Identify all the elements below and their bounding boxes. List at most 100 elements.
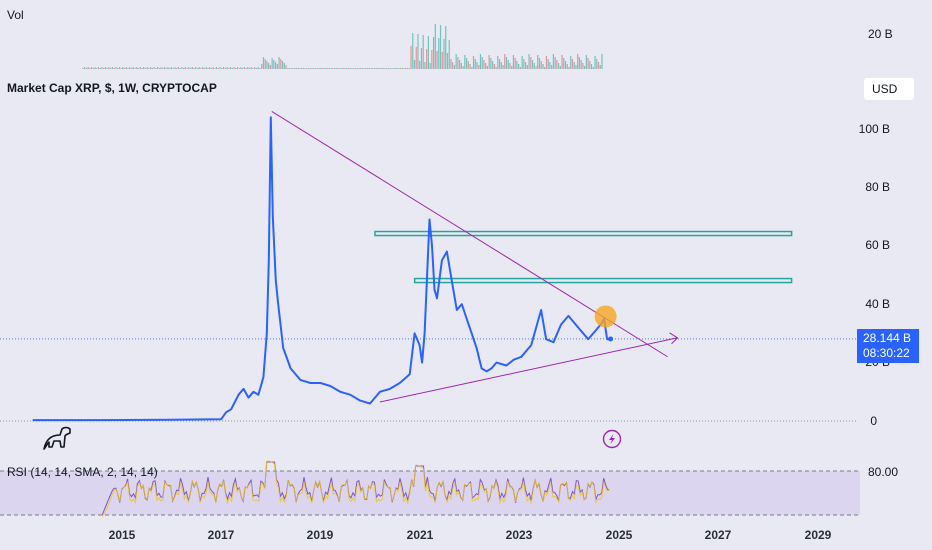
volume-bar	[212, 67, 214, 69]
volume-bar	[573, 62, 575, 69]
volume-bar	[544, 67, 546, 69]
x-label-2023: 2023	[505, 528, 533, 542]
volume-bar	[523, 59, 525, 69]
volume-bar	[148, 68, 150, 69]
x-label-2017: 2017	[207, 528, 235, 542]
volume-bar	[360, 68, 362, 69]
volume-bar	[269, 65, 272, 69]
volume-bar	[334, 68, 336, 69]
highlight-circle[interactable]	[594, 305, 617, 328]
volume-bar	[356, 68, 358, 69]
volume-bar	[151, 68, 153, 69]
ascending-trendline[interactable]	[379, 332, 679, 403]
volume-bar	[467, 61, 469, 69]
chart-title[interactable]: Market Cap XRP, $, 1W, CRYPTOCAP	[7, 81, 217, 95]
volume-bar	[408, 68, 410, 69]
volume-bar	[551, 65, 553, 69]
volume-bar	[89, 68, 91, 69]
volume-bar	[577, 54, 579, 69]
volume-bar	[462, 66, 464, 69]
volume-bar	[521, 56, 523, 69]
volume-bar	[486, 66, 489, 69]
volume-bar	[533, 63, 535, 69]
volume-bar	[247, 67, 249, 69]
volume-bar	[207, 68, 209, 69]
volume-bar	[316, 68, 318, 69]
volume-bar	[97, 67, 100, 69]
volume-bar	[464, 55, 466, 69]
volume-bar	[382, 68, 384, 69]
volume-bar	[590, 64, 593, 69]
volume-bar	[222, 67, 225, 69]
volume-bar	[252, 68, 254, 69]
volume-bar	[202, 67, 204, 69]
volume-bar	[377, 68, 379, 69]
volume-bar	[242, 68, 244, 69]
volume-bar	[559, 66, 561, 69]
volume-bar	[582, 63, 584, 69]
volume-bar	[542, 64, 544, 69]
volume-bar	[471, 67, 473, 69]
volume-bar	[557, 63, 560, 69]
volume-bar	[308, 68, 310, 69]
resistance-zone-upper[interactable]	[374, 230, 793, 237]
volume-bar	[278, 57, 280, 69]
volume-bar	[150, 67, 152, 69]
volume-bar	[401, 68, 403, 69]
volume-bar	[188, 67, 190, 69]
volume-bar	[347, 68, 350, 69]
rsi-label[interactable]: RSI (14, 14, SMA, 2, 14, 14)	[7, 465, 158, 479]
volume-bar	[386, 68, 388, 69]
volume-bar	[339, 68, 341, 69]
volume-bar	[476, 62, 478, 69]
volume-bar	[568, 67, 570, 69]
rsi-level-label: 80.00	[868, 465, 899, 479]
resistance-zone-lower[interactable]	[413, 277, 793, 284]
volume-bar	[422, 35, 424, 69]
volume-bar	[309, 68, 311, 69]
volume-bar	[368, 68, 370, 69]
volume-bar	[261, 64, 263, 69]
volume-bar	[243, 67, 245, 69]
volume-bar	[535, 66, 537, 69]
volume-bar	[94, 67, 96, 69]
currency-button[interactable]: USD	[864, 78, 914, 100]
volume-bar	[235, 68, 237, 69]
volume-bar	[103, 68, 105, 69]
volume-pane	[82, 24, 603, 69]
volume-bar	[160, 67, 162, 69]
volume-bar	[452, 62, 454, 69]
x-label-2021: 2021	[406, 528, 434, 542]
volume-bar	[472, 56, 475, 69]
current-price-tag: 28.144 B 08:30:22	[857, 329, 919, 363]
x-label-2029: 2029	[804, 528, 832, 542]
volume-bar	[384, 68, 386, 69]
volume-bar	[459, 60, 461, 69]
volume-bar	[302, 68, 304, 69]
volume-bar	[547, 59, 549, 69]
volume-bar	[99, 68, 101, 69]
lightning-icon[interactable]	[602, 429, 622, 449]
volume-bar	[276, 64, 278, 69]
volume-bar	[215, 67, 218, 69]
x-label-2015: 2015	[108, 528, 136, 542]
volume-bar	[240, 67, 242, 69]
volume-bar	[372, 68, 374, 69]
volume-bar	[349, 68, 351, 69]
volume-bar	[443, 39, 445, 69]
volume-bar	[481, 57, 483, 69]
last-price-dot	[608, 336, 614, 342]
volume-bar	[288, 68, 291, 69]
volume-bar	[264, 59, 266, 69]
volume-bar	[504, 54, 506, 69]
volume-bar	[592, 67, 594, 69]
volume-bar	[415, 47, 417, 69]
volume-bar	[358, 68, 360, 69]
volume-bar	[313, 68, 315, 69]
volume-bar	[337, 68, 339, 69]
volume-bar	[396, 68, 398, 69]
volume-bar	[474, 59, 476, 69]
volume-bar	[115, 67, 117, 69]
volume-bar	[87, 67, 89, 69]
volume-bar	[375, 68, 377, 69]
